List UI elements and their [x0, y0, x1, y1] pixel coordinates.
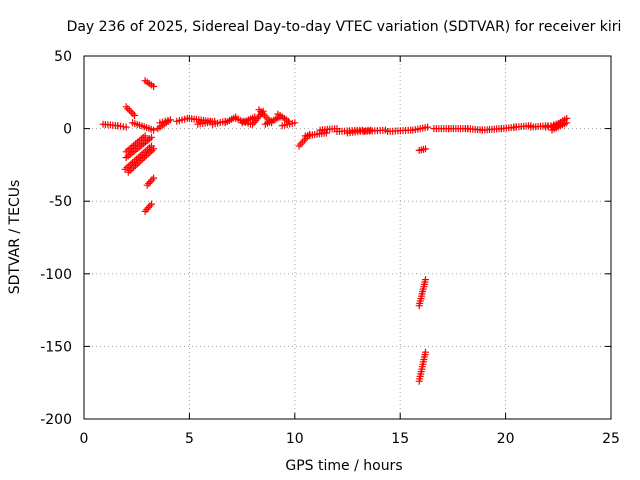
data-point-group [122, 103, 139, 119]
x-tick-label: 5 [185, 431, 194, 447]
y-tick-label: -200 [40, 412, 72, 428]
x-tick-label: 0 [80, 431, 89, 447]
data-point-group [156, 116, 174, 127]
data-point-group [301, 129, 330, 140]
data-point-group [409, 123, 432, 134]
data-point-group [141, 77, 158, 90]
data-points [99, 77, 571, 385]
y-tick-label: -150 [40, 339, 72, 355]
data-point-group [122, 133, 155, 162]
axis-ticks [83, 55, 612, 420]
data-point-group [238, 113, 259, 127]
data-point-group [122, 132, 149, 156]
x-tick-label: 25 [602, 431, 620, 447]
chart-title: Day 236 of 2025, Sidereal Day-to-day VTE… [67, 19, 622, 35]
y-tick-label: -100 [40, 267, 72, 283]
y-tick-label: -50 [49, 194, 72, 210]
x-tick-label: 15 [391, 431, 409, 447]
data-point-group [274, 110, 292, 125]
data-point-group [415, 348, 429, 385]
data-point-group [121, 142, 155, 173]
data-point-group [384, 126, 415, 135]
grid [84, 56, 611, 419]
data-point-group [415, 145, 429, 154]
data-point-group [415, 276, 429, 310]
data-point-group [143, 174, 158, 189]
data-point-group [124, 145, 158, 176]
data-point-group [548, 119, 571, 134]
plot-border [83, 55, 612, 420]
data-point-group [360, 126, 389, 135]
data-point-group [278, 119, 299, 130]
tick-labels: 0 5 10 15 20 25 -200 -150 -100 -50 0 50 [40, 49, 620, 447]
data-point-group [173, 114, 191, 125]
x-tick-label: 10 [286, 431, 304, 447]
data-point-group [141, 200, 155, 215]
y-tick-label: 50 [54, 49, 72, 65]
y-tick-label: 0 [63, 122, 72, 138]
data-point-group [114, 122, 130, 131]
y-axis-title: SDTVAR / TECUs [7, 180, 23, 295]
data-point-group [129, 119, 158, 134]
x-tick-label: 20 [497, 431, 515, 447]
x-axis-title: GPS time / hours [285, 458, 402, 474]
